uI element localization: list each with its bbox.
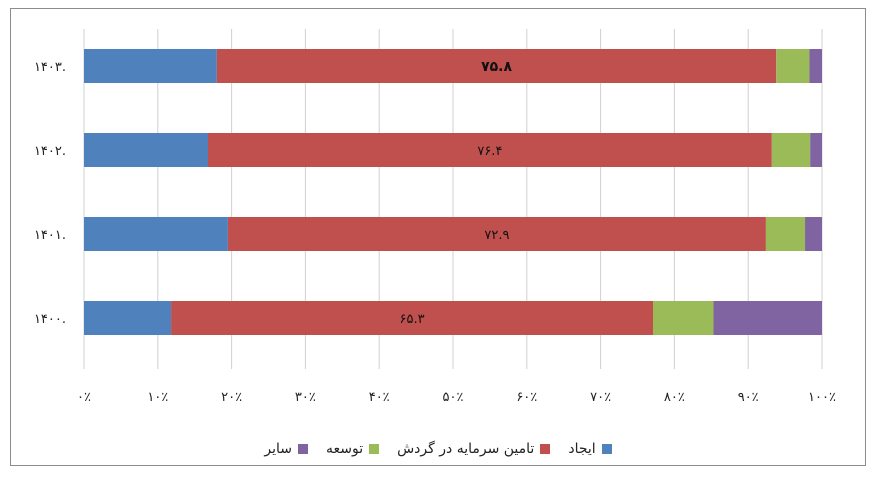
bar-segment-3-1 (171, 301, 653, 335)
legend-item: توسعه (325, 441, 380, 457)
x-tick-label: ۸۰٪ (664, 390, 685, 405)
bar-segment-0-3 (809, 49, 822, 83)
legend-item: تامین سرمایه در گردش (397, 441, 551, 457)
bar-segment-0-1 (216, 49, 777, 83)
bar-segment-0-0 (84, 49, 217, 83)
bar-segment-1-1 (207, 133, 772, 167)
legend-swatch (601, 444, 612, 454)
legend: ایجاد تامین سرمایه در گردش توسعه سایر (11, 441, 865, 457)
legend-label: توسعه (325, 441, 364, 457)
x-tick-label: ۶۰٪ (516, 390, 537, 405)
bar-segment-2-1 (227, 217, 766, 251)
x-tick-label: ۵۰٪ (443, 390, 464, 405)
x-tick-label: ۲۰٪ (221, 390, 242, 405)
bar-segment-3-2 (652, 301, 714, 335)
data-label: ۷۶.۴ (477, 144, 502, 159)
category-label: ۱۴۰۲. (34, 144, 66, 159)
category-label: ۱۴۰۱. (34, 228, 66, 243)
category-label: ۱۴۰۳. (34, 60, 66, 75)
data-label: ۷۲.۹ (484, 228, 509, 243)
legend-item: سایر (264, 441, 308, 457)
legend-label: تامین سرمایه در گردش (397, 441, 535, 457)
x-tick-label: ۰٪ (77, 390, 91, 405)
legend-item: ایجاد (568, 441, 612, 457)
x-tick-label: ۳۰٪ (295, 390, 316, 405)
data-label: ۶۵.۳ (399, 312, 424, 327)
legend-swatch (369, 444, 380, 454)
legend-label: سایر (264, 441, 292, 457)
stacked-bar-chart: ۷۵.۸ ۱۴۰۳. ۷۶.۴ ۱۴۰۲. ۷۲.۹ ۱۴۰۱. ۶۵.۳ ۱۴۰۰. ۰٪ ۱۰… (34, 29, 836, 405)
x-tick-label: ۱۰٪ (147, 390, 168, 405)
legend-swatch (540, 444, 551, 454)
legend-swatch (297, 444, 308, 454)
bar-segment-3-0 (84, 301, 172, 335)
x-tick-label: ۴۰٪ (369, 390, 390, 405)
bar-segment-1-0 (84, 133, 208, 167)
chart-frame: ۷۵.۸ ۱۴۰۳. ۷۶.۴ ۱۴۰۲. ۷۲.۹ ۱۴۰۱. ۶۵.۳ ۱۴۰۰. ۰٪ ۱۰… (10, 8, 866, 466)
bar-segment-2-0 (84, 217, 228, 251)
legend-label: ایجاد (568, 441, 596, 457)
bar-segment-1-3 (810, 133, 822, 167)
category-label: ۱۴۰۰. (34, 312, 66, 327)
x-tick-label: ۷۰٪ (590, 390, 611, 405)
bar-segment-1-2 (771, 133, 811, 167)
x-tick-label: ۱۰۰٪ (808, 390, 836, 405)
bar-segment-0-2 (776, 49, 810, 83)
data-label: ۷۵.۸ (481, 59, 512, 75)
x-tick-label: ۹۰٪ (738, 390, 759, 405)
bar-segment-2-3 (805, 217, 822, 251)
bar-segment-2-2 (765, 217, 806, 251)
bar-segment-3-3 (713, 301, 822, 335)
